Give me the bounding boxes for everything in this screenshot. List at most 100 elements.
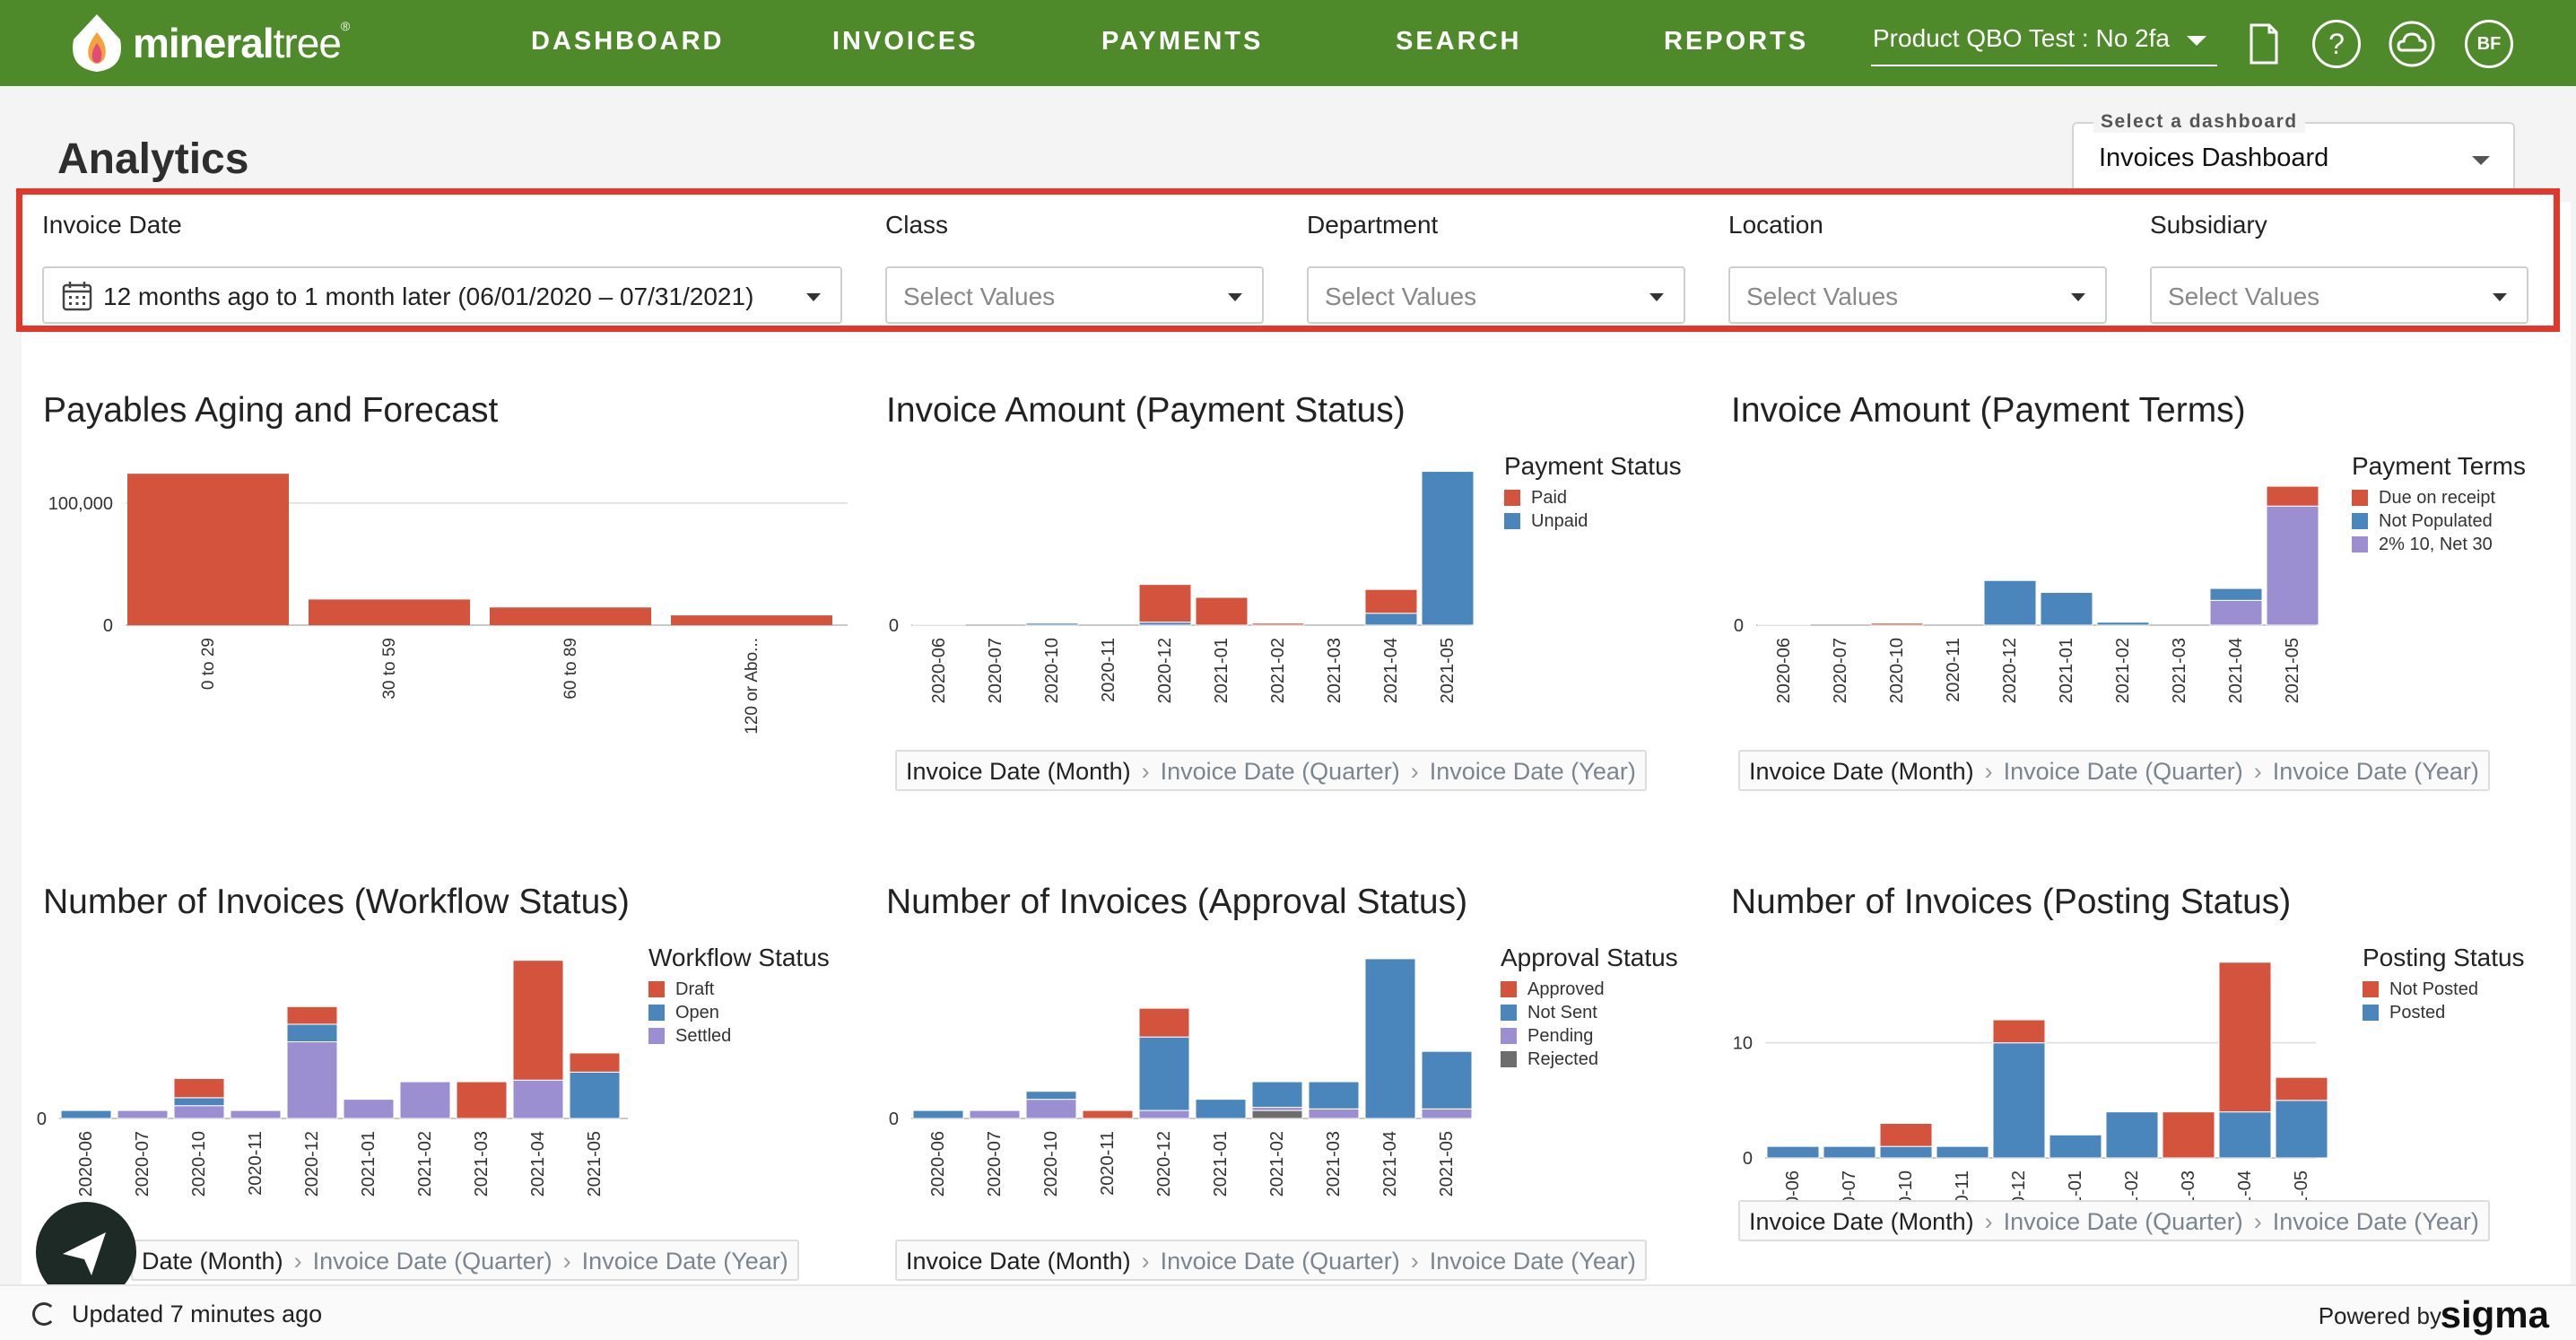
bar <box>127 474 289 625</box>
chart-title: Payables Aging and Forecast <box>43 391 499 430</box>
legend-item[interactable]: Not Posted <box>2363 978 2525 1001</box>
legend-title: Workflow Status <box>648 944 830 971</box>
nav-reports[interactable]: REPORTS <box>1664 27 1809 56</box>
avatar[interactable]: BF <box>2465 20 2513 68</box>
help-icon[interactable]: ? <box>2312 20 2361 68</box>
breadcrumb-month[interactable]: Invoice Date (Month) <box>906 1248 1131 1275</box>
legend-item[interactable]: Approved <box>1501 978 1678 1001</box>
subsidiary-select[interactable]: Select Values <box>2150 266 2528 324</box>
filter-label: Class <box>885 211 949 239</box>
breadcrumb-month[interactable]: Invoice Date (Month) <box>1749 758 1974 785</box>
filter-location: Location Select Values <box>1728 211 2107 324</box>
nav-invoices[interactable]: INVOICES <box>832 27 979 56</box>
bar-segment <box>230 1109 282 1119</box>
bar-segment <box>512 1079 564 1119</box>
legend-label: Open <box>675 1002 719 1022</box>
legend-item[interactable]: Draft <box>648 978 830 1001</box>
filter-label: Invoice Date <box>42 211 182 239</box>
y-tick-label: 0 <box>1734 616 1744 636</box>
legend-item[interactable]: Posted <box>2363 1001 2525 1024</box>
x-tick-label: 2021-03 <box>472 1131 492 1196</box>
legend-label: Not Populated <box>2379 510 2493 531</box>
legend-title: Posting Status <box>2363 944 2525 971</box>
nav-search[interactable]: SEARCH <box>1396 27 1522 56</box>
bar-segment <box>1992 1019 2046 1044</box>
legend-item[interactable]: Not Sent <box>1501 1001 1678 1024</box>
bar-segment <box>286 1041 338 1119</box>
bar-segment <box>1138 1036 1190 1111</box>
bar-segment <box>1823 1145 1876 1159</box>
bar-segment <box>1138 1109 1190 1119</box>
x-tick-label: 2020-10 <box>1042 638 1062 703</box>
breadcrumb-month[interactable]: Date (Month) <box>142 1248 283 1275</box>
company-selector[interactable]: Product QBO Test : No 2fa <box>1871 22 2217 66</box>
updated-status: Updated 7 minutes ago <box>72 1301 323 1327</box>
bar-segment <box>286 1005 338 1025</box>
select-placeholder: Select Values <box>903 283 1056 310</box>
chevron-right-icon: › <box>1410 758 1419 785</box>
bar-segment <box>1364 958 1416 1119</box>
legend-item[interactable]: Due on receipt <box>2352 486 2526 509</box>
footer: Updated 7 minutes ago Powered by sigma <box>0 1284 2576 1340</box>
legend-item[interactable]: Unpaid <box>1504 509 1682 533</box>
bar-segment <box>1308 1108 1360 1119</box>
breadcrumb-year[interactable]: Invoice Date (Year) <box>2272 758 2479 785</box>
x-tick-label: 2021-05 <box>1437 1131 1457 1196</box>
x-tick-label: 2021-04 <box>2226 638 2246 703</box>
sigma-logo[interactable]: sigma <box>2440 1293 2549 1336</box>
breadcrumb-month[interactable]: Invoice Date (Month) <box>906 758 1131 785</box>
bar-segment <box>117 1109 169 1119</box>
bar-segment <box>2040 591 2093 626</box>
bar-segment <box>1025 1099 1077 1119</box>
legend-item[interactable]: Open <box>648 1001 830 1024</box>
drop-logo-icon <box>73 14 121 72</box>
breadcrumb-month[interactable]: Invoice Date (Month) <box>1749 1208 1974 1235</box>
class-select[interactable]: Select Values <box>885 266 1264 324</box>
legend-swatch <box>2352 490 2368 506</box>
mineraltree-logo[interactable]: mineraltree® <box>68 13 350 74</box>
bar-segment <box>173 1097 225 1107</box>
legend-item[interactable]: Paid <box>1504 486 1682 509</box>
legend-item[interactable]: Settled <box>648 1024 830 1048</box>
nav-dashboard[interactable]: DASHBOARD <box>531 27 725 56</box>
legend-item[interactable]: Not Populated <box>2352 509 2526 533</box>
chevron-right-icon: › <box>1984 1208 1993 1235</box>
breadcrumb-year[interactable]: Invoice Date (Year) <box>581 1248 788 1275</box>
location-select[interactable]: Select Values <box>1728 266 2107 324</box>
breadcrumb-year[interactable]: Invoice Date (Year) <box>2272 1208 2479 1235</box>
breadcrumb-quarter[interactable]: Invoice Date (Quarter) <box>1160 1248 1400 1275</box>
refresh-icon[interactable] <box>32 1302 56 1326</box>
x-tick-label: 2020-12 <box>302 1131 322 1196</box>
nav-payments[interactable]: PAYMENTS <box>1101 27 1264 56</box>
bar-segment <box>512 960 564 1081</box>
breadcrumb-quarter[interactable]: Invoice Date (Quarter) <box>312 1248 553 1275</box>
breadcrumb-quarter[interactable]: Invoice Date (Quarter) <box>2003 758 2243 785</box>
y-tick-label: 0 <box>103 616 113 636</box>
date-range-picker[interactable]: 12 months ago to 1 month later (06/01/20… <box>42 266 842 324</box>
legend-item[interactable]: 2% 10, Net 30 <box>2352 533 2526 556</box>
bar-segment <box>1308 1081 1360 1109</box>
x-tick-label: 2020-07 <box>1831 638 1850 703</box>
document-icon[interactable] <box>2239 20 2287 68</box>
bar-segment <box>1421 1108 1473 1119</box>
x-tick-label: 120 or Abo... <box>743 638 761 735</box>
legend-label: Draft <box>675 979 715 999</box>
legend-label: Posted <box>2389 1002 2446 1022</box>
breadcrumb-year[interactable]: Invoice Date (Year) <box>1429 758 1636 785</box>
bar-segment <box>2266 485 2319 507</box>
drill-breadcrumb: Invoice Date (Month) › Invoice Date (Quart… <box>895 1240 1647 1281</box>
breadcrumb-quarter[interactable]: Invoice Date (Quarter) <box>2003 1208 2243 1235</box>
y-tick-label: 0 <box>1743 1149 1753 1169</box>
cloud-icon[interactable] <box>2388 20 2436 68</box>
bar-segment <box>1082 1109 1134 1119</box>
breadcrumb-quarter[interactable]: Invoice Date (Quarter) <box>1160 758 1400 785</box>
top-nav: mineraltree® DASHBOARD INVOICES PAYMENTS… <box>0 0 2576 86</box>
legend-approval-status: Approval Status Approved Not Sent Pending Re… <box>1501 944 1678 1071</box>
breadcrumb-year[interactable]: Invoice Date (Year) <box>1429 1248 1636 1275</box>
dashboard-select[interactable]: Select a dashboard Invoices Dashboard <box>2072 111 2515 196</box>
filter-label: Department <box>1307 211 1439 239</box>
legend-item[interactable]: Rejected <box>1501 1048 1678 1071</box>
chart-title: Number of Invoices (Workflow Status) <box>43 883 630 921</box>
legend-item[interactable]: Pending <box>1501 1024 1678 1048</box>
department-select[interactable]: Select Values <box>1307 266 1685 324</box>
